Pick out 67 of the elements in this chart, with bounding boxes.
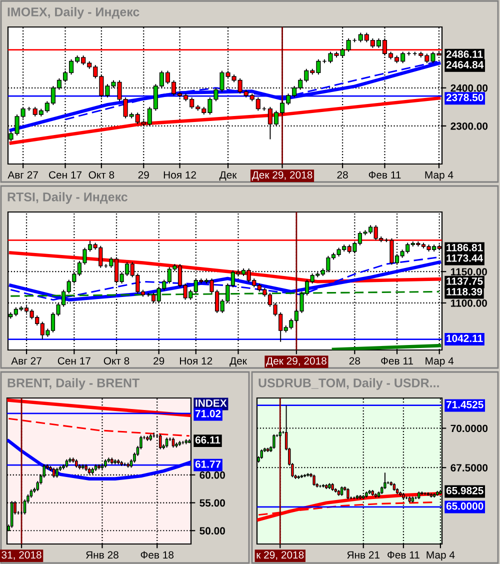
candlestick xyxy=(260,449,263,460)
line-series xyxy=(7,439,191,480)
x-tick-label: Дек xyxy=(230,357,247,367)
chart-title: RTSI, Daily - Индекс xyxy=(8,192,128,204)
chart-title: BRENT, Daily - BRENT xyxy=(8,378,140,390)
text: 2486.11 xyxy=(446,50,483,58)
x-tick-label: Окт 8 xyxy=(88,171,114,179)
ref-line-label: 2378.50 xyxy=(446,94,484,102)
x-tick-label: Сен 17 xyxy=(49,171,82,179)
ref-line-label: 71.02 xyxy=(195,410,221,418)
x-tick-label: 28 xyxy=(349,357,360,365)
line-series xyxy=(9,96,441,145)
line-series xyxy=(8,251,442,284)
y-tick-label: 2400.00 xyxy=(450,84,488,92)
x-tick-label: Дек 29, 2018 xyxy=(252,171,312,181)
x-tick-label: 29 xyxy=(138,171,149,179)
candlestick xyxy=(56,467,58,478)
chart-title: USDRUB_TOM, Daily - USDR... xyxy=(258,378,439,390)
text: 1173.44 xyxy=(446,254,484,262)
x-tick-label: Дек 29, 2018 xyxy=(266,357,326,367)
x-tick-label: Сен 17 xyxy=(58,357,90,365)
text: 65.9825 xyxy=(446,486,484,494)
y-tick-label: 67.5000 xyxy=(450,464,488,472)
text: 2464.84 xyxy=(446,61,484,68)
x-tick-label: Янв 28 xyxy=(86,551,118,559)
x-tick-label: Фев 11 xyxy=(368,171,401,179)
x-tick-label: Фев 11 xyxy=(381,357,413,365)
x-tick-label: Фев 11 xyxy=(388,551,420,559)
x-tick-label: к 29, 2018 xyxy=(256,551,304,560)
x-tick-label: Мар 4 xyxy=(426,551,455,561)
x-tick-label: Ноя 12 xyxy=(164,171,196,179)
chart-title: IMOEX, Daily - Индекс xyxy=(8,7,140,19)
text: 1118.39 xyxy=(446,288,482,296)
y-tick-label: 1100.00 xyxy=(450,299,487,307)
y-tick-label: 55.00 xyxy=(200,499,225,507)
text: 66.11 xyxy=(195,436,220,444)
text: INDEX xyxy=(196,400,227,407)
text: 1137.75 xyxy=(446,278,483,285)
candlestick xyxy=(312,474,316,486)
candlestick xyxy=(340,486,344,496)
x-tick-label: 28 xyxy=(337,171,348,179)
ref-line-label: 1042.11 xyxy=(446,334,483,342)
x-tick-label: Янв 21 xyxy=(347,551,380,558)
y-tick-label: 2300.00 xyxy=(450,122,488,130)
x-tick-label: Авг 27 xyxy=(11,357,42,364)
x-tick-label: Мар 4 xyxy=(425,171,454,181)
x-tick-label: 29 xyxy=(154,357,164,365)
candlestick xyxy=(384,472,386,490)
ref-line-label: 61.77 xyxy=(195,460,221,468)
candlestick xyxy=(272,434,276,450)
y-tick-label: 50.00 xyxy=(200,527,225,535)
candlestick xyxy=(172,437,175,448)
x-tick-label: Ноя 12 xyxy=(180,357,212,365)
y-tick-label: 70.0000 xyxy=(450,424,488,432)
ref-line-label: 65.0000 xyxy=(446,502,484,510)
x-tick-label: Окт 8 xyxy=(104,357,130,365)
ref-line-label: 71.4525 xyxy=(446,400,484,408)
candlestick xyxy=(165,437,168,448)
text: 1186.81 xyxy=(446,244,483,252)
y-tick-label: 1150.00 xyxy=(450,268,487,276)
x-tick-label: Дек xyxy=(219,171,237,181)
x-tick-label: 31, 2018 xyxy=(2,551,42,560)
line-series xyxy=(257,492,442,522)
x-tick-label: Авг 27 xyxy=(8,171,38,178)
y-tick-label: 60.00 xyxy=(200,471,225,479)
x-tick-label: Мар 4 xyxy=(426,357,454,367)
x-tick-label: Фев 18 xyxy=(140,551,174,559)
